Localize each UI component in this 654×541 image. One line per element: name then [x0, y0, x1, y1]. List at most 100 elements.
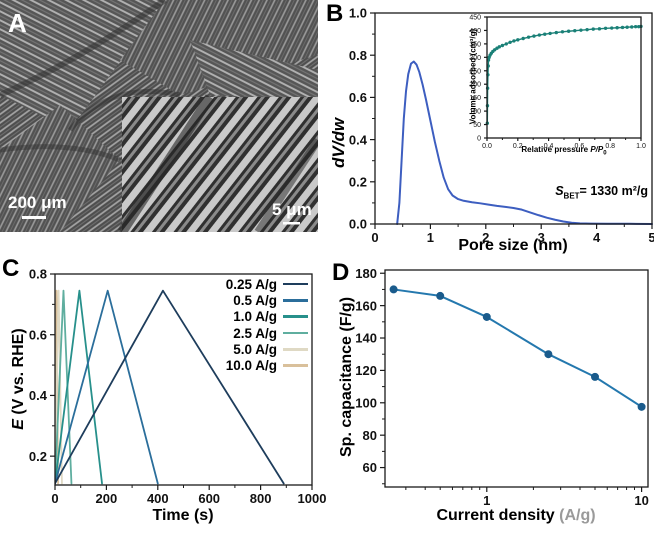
- x-tick-label: 1: [483, 493, 490, 508]
- scalebar-left-label: 200 μm: [8, 193, 67, 212]
- y-tick-label: 400: [469, 28, 481, 35]
- series-0.25-a-g: [55, 289, 285, 485]
- y-tick-label: 60: [363, 460, 377, 475]
- data-point: [497, 45, 502, 49]
- x-tick-label: 200: [96, 491, 118, 506]
- y-tick-label: 0.8: [29, 267, 47, 282]
- data-point: [548, 31, 552, 36]
- data-point: [633, 24, 638, 29]
- x-tick-label: 800: [250, 491, 272, 506]
- y-tick-label: 0.6: [349, 90, 367, 105]
- y-tick-label: 0: [477, 136, 481, 143]
- watermarked-unit: (A/g): [559, 507, 596, 524]
- x-tick-label: 1.0: [636, 143, 646, 150]
- series-2.5-a-g: [55, 289, 73, 485]
- sem-image: A 200 μm 5 μm: [0, 0, 322, 235]
- data-point: [625, 25, 629, 29]
- y-tick-label: 0.4: [29, 388, 48, 403]
- panel-b-letter: B: [326, 0, 344, 27]
- y-tick-label: 0.2: [349, 174, 367, 189]
- legend-swatch: [283, 282, 308, 286]
- legend-item: 0.25 A/g: [226, 276, 308, 292]
- data-point: [482, 312, 491, 321]
- x-tick-label: 0.4: [544, 143, 554, 150]
- scalebar-left-bar: [22, 216, 46, 219]
- data-point: [526, 35, 531, 39]
- series-0.5-a-g: [55, 289, 159, 485]
- panel-a-letter: A: [8, 8, 27, 38]
- y-tick-label: 450: [469, 15, 481, 22]
- y-tick-label: 350: [469, 41, 481, 48]
- x-tick-label: 400: [147, 491, 169, 506]
- y-tick-label: 1.0: [349, 6, 367, 21]
- inset-ylabel: Volume adsorbed (cm³/g): [468, 28, 478, 125]
- data-point: [554, 30, 558, 35]
- data-point: [620, 25, 625, 30]
- y-tick-label: 200: [469, 82, 481, 89]
- data-point: [521, 36, 525, 41]
- inset-xlabel: Relative pressure P/P0: [521, 145, 607, 157]
- data-point: [508, 40, 512, 44]
- panel-b: B 0 1 2 3 4 5 0.0 0.2 0.4 0.6 0.8 1.0 0.0 0.2 0.4 0.6 0.…: [322, 0, 654, 255]
- x-tick-label: 5: [648, 230, 654, 245]
- y-tick-label: 80: [363, 428, 377, 443]
- legend-swatch: [283, 331, 308, 335]
- data-point: [436, 291, 445, 300]
- legend-item: 10.0 A/g: [226, 357, 308, 373]
- plot-frame: [486, 16, 642, 139]
- legend-item: 5.0 A/g: [226, 341, 308, 357]
- y-tick-label: 180: [355, 266, 377, 281]
- data-point: [504, 42, 508, 46]
- y-tick-label: 50: [473, 122, 481, 129]
- data-point: [585, 27, 589, 32]
- legend: 0.25 A/g 0.5 A/g 1.0 A/g 2.5 A/g 5.0 A/g…: [226, 276, 308, 374]
- data-point: [610, 26, 614, 30]
- legend-item: 0.5 A/g: [226, 292, 308, 308]
- panel-d: D 1 10 60 80 100 120 140 160 180 Sp. capacitance…: [330, 255, 654, 541]
- panel-c: C 0 200 400 600 800 1000 0.2 0.4 0.6 0.8 E (V vs.…: [0, 255, 330, 541]
- legend-swatch: [283, 315, 308, 319]
- y-tick-label: 0.8: [349, 48, 367, 63]
- y-tick-label: 140: [355, 331, 377, 346]
- x-tick-label: 0: [371, 230, 378, 245]
- x-tick-label: 0.8: [605, 143, 615, 150]
- data-point: [603, 26, 608, 30]
- panel-b-ylabel: dV/dw: [329, 117, 348, 168]
- data-point: [590, 372, 599, 381]
- data-point: [566, 29, 571, 33]
- x-tick-label: 0: [51, 491, 58, 506]
- data-point: [500, 43, 505, 48]
- data-point: [630, 25, 634, 29]
- y-tick-label: 0.2: [29, 449, 47, 464]
- legend-item: 2.5 A/g: [226, 325, 308, 341]
- y-tick-label: 0.6: [29, 327, 47, 342]
- scalebar-right-label: 5 μm: [272, 200, 312, 219]
- panel-d-ylabel: Sp. capacitance (F/g): [338, 296, 355, 457]
- x-tick-label: 1: [427, 230, 434, 245]
- data-point: [516, 38, 520, 42]
- data-point: [637, 402, 646, 411]
- data-point: [486, 58, 491, 62]
- plot-frame: [384, 269, 649, 488]
- y-tick-label: 100: [355, 395, 377, 410]
- panel-c-xlabel: Time (s): [152, 507, 214, 524]
- y-tick-label: 0.4: [349, 132, 368, 147]
- data-point: [591, 27, 595, 31]
- series-specific-capacitance: [392, 288, 643, 408]
- legend-swatch: [283, 364, 308, 367]
- capacitance-chart: 1 10 60 80 100 120 140 160 180: [355, 266, 649, 508]
- series-1.0-a-g: [55, 289, 103, 485]
- legend-item: 1.0 A/g: [226, 309, 308, 325]
- sbet-annotation: SBET= 1330 m²/g: [555, 184, 648, 201]
- x-tick-label: 2: [482, 230, 489, 245]
- data-point: [597, 27, 602, 31]
- panel-b-xlabel: Pore size (nm): [458, 237, 568, 254]
- data-point: [537, 33, 542, 37]
- y-tick-label: 300: [469, 55, 481, 62]
- data-point: [543, 32, 547, 36]
- legend-swatch: [283, 299, 308, 302]
- data-point: [532, 34, 536, 38]
- y-tick-label: 250: [469, 68, 481, 75]
- y-tick-label: 0.0: [349, 217, 367, 232]
